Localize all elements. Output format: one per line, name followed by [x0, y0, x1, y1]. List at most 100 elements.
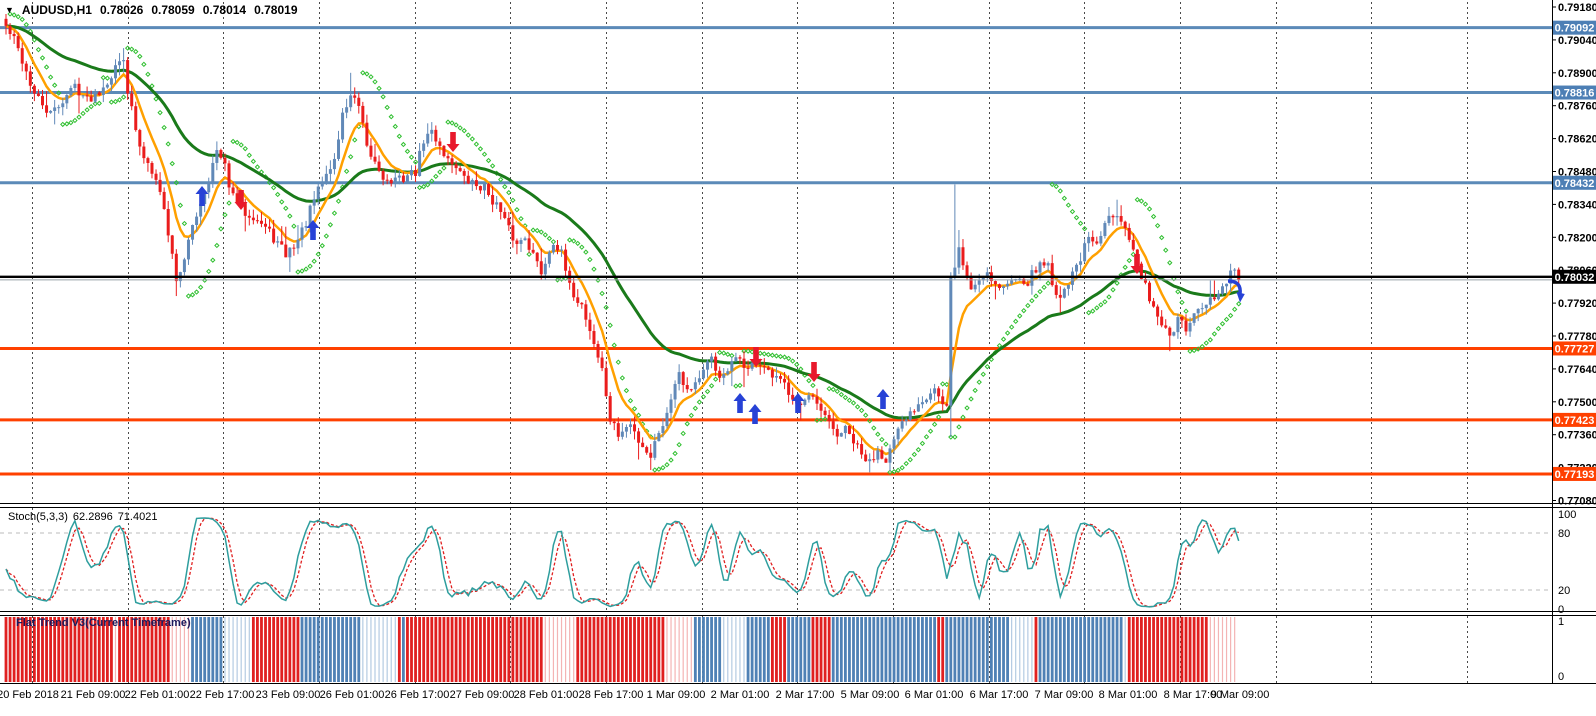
up-arrow-signal[interactable]	[306, 220, 320, 240]
candle-body	[418, 150, 422, 176]
candle-body	[856, 443, 860, 445]
flattrend-bar	[397, 617, 401, 682]
candle-body	[53, 107, 57, 111]
flattrend-bar	[998, 617, 1001, 682]
flattrend-bar	[739, 617, 741, 682]
down-arrow-signal[interactable]	[234, 190, 248, 210]
candle-body	[539, 261, 543, 275]
flattrend-bar	[81, 617, 85, 682]
candle-body	[912, 411, 916, 413]
psar-dot	[1114, 280, 1120, 286]
flattrend-bar	[1135, 617, 1139, 682]
flattrend-bar	[414, 617, 417, 682]
candle-body	[105, 84, 109, 88]
symbol-period-label: AUDUSD,H1	[21, 3, 92, 17]
psar-dot	[392, 123, 398, 130]
candle-body	[718, 370, 722, 378]
flattrend-bar	[750, 617, 754, 682]
up-arrow-signal[interactable]	[791, 393, 805, 413]
flattrend-bar	[280, 617, 284, 682]
support-resistance-lines[interactable]	[0, 26, 1552, 476]
down-arrow-signal[interactable]	[749, 347, 763, 367]
psar-dot	[64, 121, 70, 127]
candle-body	[730, 361, 734, 372]
panel-borders[interactable]	[0, 503, 1596, 684]
candle-body	[410, 170, 413, 176]
psar-dot	[595, 277, 601, 283]
price-tick-label: 0.78480	[1558, 167, 1596, 179]
flattrend-bar	[746, 617, 750, 682]
time-label: 23 Feb 09:00	[256, 689, 321, 701]
chart-menu-icon[interactable]: ▼	[5, 4, 14, 15]
psar-dot	[124, 45, 131, 51]
candle-body	[1083, 243, 1087, 262]
candle-body	[560, 249, 564, 251]
flattrend-bar	[179, 617, 181, 682]
flattrend-bar	[941, 617, 945, 682]
candle-body	[365, 122, 369, 146]
flattrend-bar	[24, 617, 28, 682]
flattrend-bar	[495, 617, 499, 682]
psar-dot	[51, 82, 58, 88]
price-tick-label: 0.78620	[1558, 134, 1596, 146]
candle-body	[272, 228, 276, 243]
psar-dot	[883, 441, 889, 447]
flattrend-bar	[442, 617, 446, 682]
flattrend-bar	[904, 617, 908, 682]
psar-dot	[749, 349, 755, 355]
flattrend-bar	[150, 617, 154, 682]
flattrend-bar	[20, 617, 24, 682]
psar-dot	[777, 353, 784, 360]
buy-pointer-arrow[interactable]	[1227, 279, 1245, 303]
candle-body	[997, 284, 1001, 288]
candle-body	[653, 441, 657, 458]
psar-dot	[1094, 305, 1100, 311]
flattrend-bar	[1140, 617, 1143, 682]
candle-body	[300, 227, 304, 240]
psar-dot	[960, 414, 966, 420]
flattrend-bar	[69, 617, 73, 682]
candle-body	[1212, 297, 1216, 300]
flattrend-bar	[856, 617, 859, 682]
buy-pointer-head	[1236, 292, 1245, 303]
psar-dot	[19, 16, 25, 23]
psar-dot	[1110, 287, 1116, 293]
candle-body	[945, 404, 949, 406]
flattrend-bar	[1038, 617, 1042, 682]
flattrend-bar	[57, 617, 61, 682]
psar-dot	[1163, 247, 1169, 253]
candle-body	[219, 150, 223, 158]
up-arrow-signal[interactable]	[195, 186, 209, 206]
flattrend-bar	[1188, 617, 1192, 682]
up-arrow-signal[interactable]	[748, 404, 762, 424]
psar-dot	[226, 200, 232, 206]
flattrend-bar	[1230, 617, 1232, 682]
candle-body	[839, 433, 843, 437]
current-price-lines[interactable]	[0, 275, 1552, 281]
psar-dot	[871, 425, 877, 431]
flattrend-bar	[564, 617, 567, 682]
psar-dot	[193, 289, 200, 295]
psar-dot	[388, 114, 394, 120]
psar-dot	[206, 268, 212, 275]
psar-dot	[1138, 198, 1145, 204]
flattrend-bar	[130, 617, 134, 682]
candle-body	[937, 388, 941, 397]
flattrend-bar	[292, 617, 296, 682]
flattrend-bar	[706, 617, 709, 682]
psar-dot	[380, 94, 386, 100]
up-arrow-signal[interactable]	[733, 393, 747, 413]
candle-body	[1070, 271, 1074, 285]
flattrend-bar	[766, 617, 770, 682]
signal-arrows[interactable]	[195, 132, 1245, 424]
candle-body	[474, 180, 478, 187]
candle-body	[689, 389, 693, 391]
down-arrow-signal[interactable]	[446, 132, 460, 152]
up-arrow-signal[interactable]	[876, 389, 890, 409]
time-label: 8 Mar 01:00	[1099, 689, 1158, 701]
down-arrow-signal[interactable]	[807, 362, 821, 382]
flattrend-bar	[154, 617, 158, 682]
ohlc-high-value: 0.78059	[151, 3, 195, 17]
down-arrow-signal[interactable]	[1130, 254, 1144, 274]
